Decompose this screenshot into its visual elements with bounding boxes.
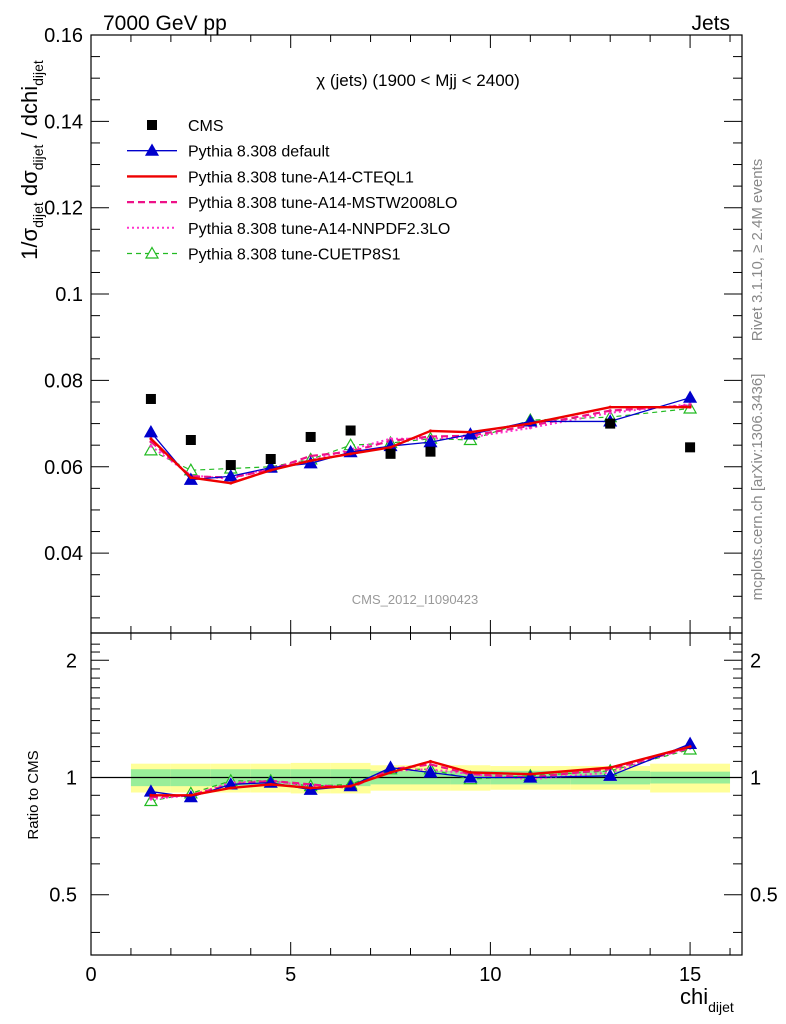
ratio-point-cteql1 bbox=[688, 745, 692, 749]
cms-point bbox=[265, 453, 276, 464]
cms-point bbox=[605, 418, 616, 429]
ratio-y-tick-label-right: 2 bbox=[750, 650, 761, 672]
y-tick-label: 0.08 bbox=[44, 370, 83, 392]
x-tick-label: 5 bbox=[285, 964, 296, 986]
cms-point bbox=[345, 425, 356, 436]
ratio-line-nnpdf bbox=[150, 745, 691, 801]
ratio-y-tick-label-right: 0.5 bbox=[750, 885, 778, 907]
y-tick-label: 0.16 bbox=[44, 25, 83, 47]
y-tick-label: 0.12 bbox=[44, 198, 83, 220]
main-point-cteql1 bbox=[229, 481, 233, 485]
cms-point bbox=[425, 446, 436, 457]
main-point-nnpdf bbox=[389, 437, 393, 441]
legend-label: Pythia 8.308 default bbox=[188, 144, 330, 161]
ratio-line-default bbox=[150, 743, 691, 798]
ratio-point-cteql1 bbox=[349, 784, 353, 788]
header-right: Jets bbox=[691, 12, 730, 35]
x-tick-label: 15 bbox=[679, 964, 701, 986]
ratio-point-default bbox=[523, 770, 538, 783]
y-tick-label: 0.14 bbox=[44, 111, 83, 133]
cms-point bbox=[385, 448, 396, 459]
xlabel: chidijet bbox=[680, 984, 734, 1015]
cms-point bbox=[185, 434, 196, 445]
ratio-ylabel: Ratio to CMS bbox=[25, 750, 42, 839]
ratio-line-cuetp bbox=[150, 748, 691, 802]
mcplots-label: mcplots.cern.ch [arXiv:1306.3436] bbox=[749, 374, 766, 601]
legend-label: Pythia 8.308 tune-A14-CTEQL1 bbox=[188, 169, 414, 186]
legend-marker-cuetp bbox=[144, 246, 160, 259]
legend-marker-cms bbox=[147, 120, 157, 130]
main-point-cteql1 bbox=[349, 452, 353, 456]
cms-point bbox=[685, 442, 696, 453]
main-point-cteql1 bbox=[468, 430, 472, 434]
cms-point bbox=[305, 431, 316, 442]
ratio-point-cteql1 bbox=[229, 786, 233, 790]
main-title: χ (jets) (1900 < Mjj < 2400) bbox=[316, 71, 520, 90]
ratio-point-cteql1 bbox=[468, 770, 472, 774]
ratio-point-cteql1 bbox=[389, 770, 393, 774]
main-point-default bbox=[223, 469, 238, 482]
main-point-nnpdf bbox=[149, 444, 153, 448]
main-point-nnpdf bbox=[528, 426, 532, 430]
ratio-y-tick-label: 1 bbox=[66, 767, 77, 789]
main-panel: 0.04 0.06 0.08 0.1 0.12 0.14 0.16 bbox=[44, 25, 743, 634]
cms-point bbox=[145, 393, 156, 404]
ratio-line-cteql1 bbox=[150, 745, 691, 797]
ratio-point-mstw bbox=[428, 762, 432, 766]
ratio-y-tick-label-right: 1 bbox=[750, 767, 761, 789]
ratio-point-cteql1 bbox=[309, 786, 313, 790]
main-point-cteql1 bbox=[189, 476, 193, 480]
header-left: 7000 GeV pp bbox=[103, 12, 227, 35]
y-tick-label: 0.06 bbox=[44, 457, 83, 479]
ratio-point-default bbox=[603, 768, 618, 781]
ratio-point-default bbox=[423, 765, 438, 778]
main-point-mstw bbox=[309, 454, 313, 458]
legend-marker-default bbox=[144, 143, 160, 156]
main-point-default bbox=[683, 390, 698, 403]
main-line-mstw bbox=[150, 404, 691, 479]
ratio-point-cteql1 bbox=[608, 766, 612, 770]
main-point-cteql1 bbox=[389, 445, 393, 449]
ratio-point-cteql1 bbox=[528, 772, 532, 776]
main-point-cteql1 bbox=[269, 468, 273, 472]
main-line-cteql1 bbox=[150, 405, 691, 485]
legend-label: Pythia 8.308 tune-CUETP8S1 bbox=[188, 247, 401, 264]
main-point-cteql1 bbox=[149, 437, 153, 441]
main-point-cteql1 bbox=[428, 429, 432, 433]
legend: CMS Pythia 8.308 default Pythia 8.308 tune… bbox=[127, 118, 457, 264]
ratio-point-cteql1 bbox=[189, 793, 193, 797]
y-tick-label: 0.1 bbox=[55, 284, 83, 306]
main-point-mstw bbox=[608, 409, 612, 413]
main-point-cteql1 bbox=[528, 422, 532, 426]
main-point-cuetp bbox=[143, 443, 158, 456]
watermark: CMS_2012_I1090423 bbox=[352, 592, 479, 607]
ratio-point-cteql1 bbox=[428, 759, 432, 763]
legend-label: CMS bbox=[188, 118, 224, 135]
ratio-point-cteql1 bbox=[149, 793, 153, 797]
main-line-cuetp bbox=[150, 407, 691, 471]
ratio-panel: 0.5 0.5 1 1 2 2 bbox=[49, 632, 778, 956]
main-point-cteql1 bbox=[608, 405, 612, 409]
ratio-y-tick-label: 2 bbox=[66, 650, 77, 672]
main-point-default bbox=[143, 425, 158, 438]
x-tick-label: 10 bbox=[479, 964, 501, 986]
legend-label: Pythia 8.308 tune-A14-MSTW2008LO bbox=[188, 195, 457, 212]
main-ylabel: 1/σdijet dσdijet / dchidijet bbox=[17, 60, 46, 260]
ratio-frame bbox=[90, 632, 743, 956]
legend-label: Pythia 8.308 tune-A14-NNPDF2.3LO bbox=[188, 221, 450, 238]
y-tick-label: 0.04 bbox=[44, 543, 83, 565]
ratio-point-cteql1 bbox=[269, 782, 273, 786]
x-tick-label: 0 bbox=[85, 964, 96, 986]
main-point-cteql1 bbox=[309, 459, 313, 463]
main-point-nnpdf bbox=[608, 411, 612, 415]
ratio-y-tick-label: 0.5 bbox=[49, 885, 77, 907]
rivet-label: Rivet 3.1.10, ≥ 2.4M events bbox=[749, 159, 766, 342]
main-point-cteql1 bbox=[688, 405, 692, 409]
ratio-point-default bbox=[683, 736, 698, 749]
ratio-point-default bbox=[463, 770, 478, 783]
cms-point bbox=[225, 460, 236, 471]
